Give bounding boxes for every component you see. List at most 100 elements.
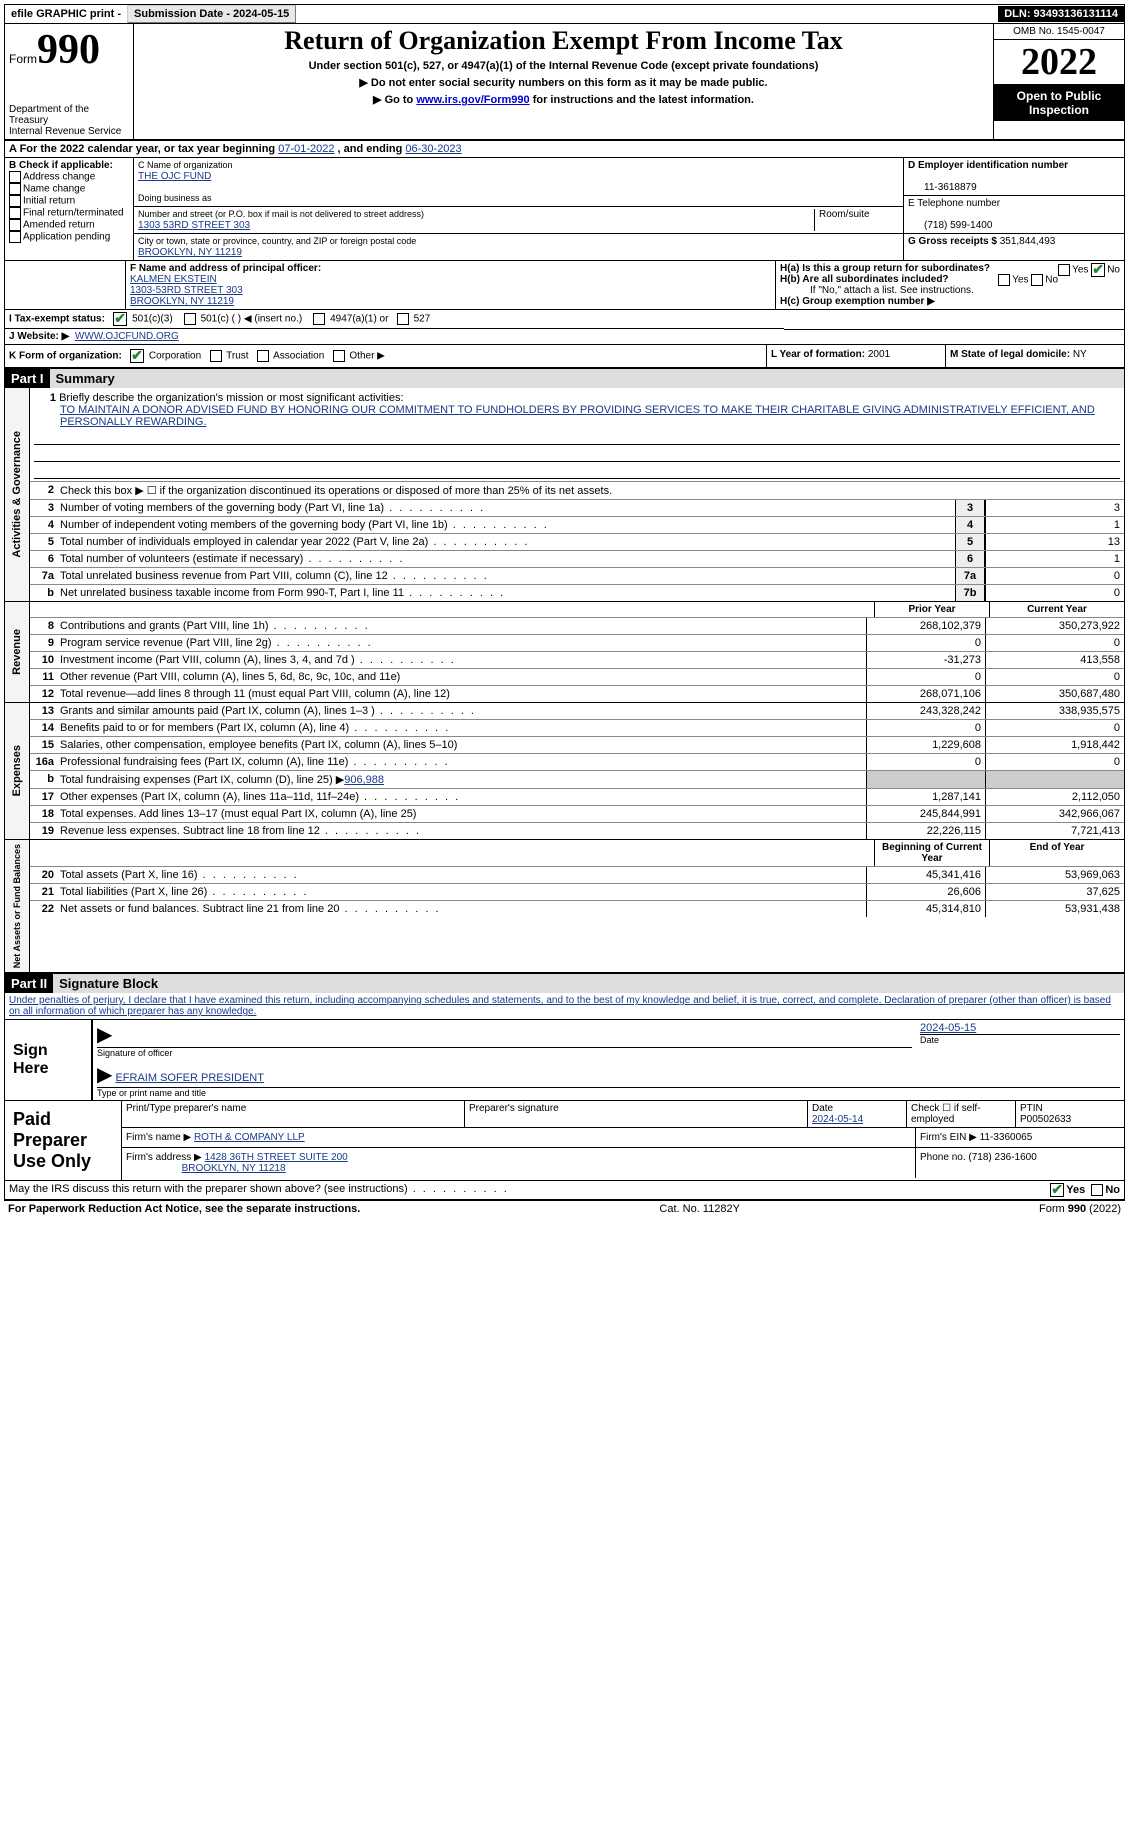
dln-label: DLN: 93493136131114	[998, 6, 1124, 22]
gross-cell: G Gross receipts $ 351,844,493	[904, 234, 1124, 249]
cb-address-change[interactable]	[9, 171, 21, 183]
sig-officer-label: Signature of officer	[97, 1047, 912, 1058]
form-title: Return of Organization Exempt From Incom…	[138, 26, 989, 56]
l20: Total assets (Part X, line 16)	[56, 867, 866, 883]
l14: Benefits paid to or for members (Part IX…	[56, 720, 866, 736]
l16b: Total fundraising expenses (Part IX, col…	[56, 771, 866, 788]
l2: Check this box ▶ ☐ if the organization d…	[56, 482, 1124, 499]
cb-assoc[interactable]	[257, 350, 269, 362]
cb-501c3[interactable]	[113, 312, 127, 326]
may-no[interactable]	[1091, 1184, 1103, 1196]
hc-label: H(c) Group exemption number ▶	[780, 296, 935, 307]
l6-val: 1	[985, 551, 1124, 567]
part1-header: Part I	[5, 369, 50, 388]
cb-trust[interactable]	[210, 350, 222, 362]
state-domicile: M State of legal domicile: NY	[945, 345, 1124, 367]
side-revenue: Revenue	[11, 625, 23, 679]
form-footer: Form 990 (2022)	[1039, 1203, 1121, 1215]
irs-link[interactable]: www.irs.gov/Form990	[416, 94, 529, 106]
hb-no[interactable]	[1031, 274, 1043, 286]
form-org-row: K Form of organization: Corporation Trus…	[5, 345, 766, 367]
ein-cell: D Employer identification number 11-3618…	[904, 158, 1124, 196]
firm-name: ROTH & COMPANY LLP	[194, 1132, 305, 1143]
officer-print-name: EFRAIM SOFER PRESIDENT	[115, 1072, 264, 1084]
sig-date: 2024-05-15	[920, 1022, 1120, 1034]
l16a: Professional fundraising fees (Part IX, …	[56, 754, 866, 770]
year-cell: OMB No. 1545-0047 2022 Open to Public In…	[993, 24, 1124, 139]
l5: Total number of individuals employed in …	[56, 534, 955, 550]
may-yes[interactable]	[1050, 1183, 1064, 1197]
side-netassets: Net Assets or Fund Balances	[12, 840, 22, 972]
top-bar: efile GRAPHIC print - Submission Date - …	[4, 4, 1125, 24]
firm-ein: 11-3360065	[980, 1132, 1033, 1143]
sign-here-label: Sign Here	[5, 1020, 91, 1100]
omb-label: OMB No. 1545-0047	[994, 24, 1124, 40]
l9: Program service revenue (Part VIII, line…	[56, 635, 866, 651]
cb-app-pending[interactable]	[9, 231, 21, 243]
l7a-val: 0	[985, 568, 1124, 584]
col-b-checkboxes: B Check if applicable: Address change Na…	[5, 158, 134, 260]
prior-year-hdr: Prior Year	[874, 602, 989, 617]
l6: Total number of volunteers (estimate if …	[56, 551, 955, 567]
year-formation: L Year of formation: 2001	[766, 345, 945, 367]
h-cell: H(a) Is this a group return for subordin…	[776, 261, 1124, 309]
self-employed: Check ☐ if self-employed	[906, 1101, 1015, 1127]
l18: Total expenses. Add lines 13–17 (must eq…	[56, 806, 866, 822]
cb-final-return[interactable]	[9, 207, 21, 219]
open-inspection: Open to Public Inspection	[994, 85, 1124, 121]
firm-phone: (718) 236-1600	[968, 1152, 1036, 1163]
date-label: Date	[920, 1034, 1120, 1045]
subtitle-1: Under section 501(c), 527, or 4947(a)(1)…	[138, 60, 989, 72]
l7b: Net unrelated business taxable income fr…	[56, 585, 955, 601]
tax-status-row: I Tax-exempt status: 501(c)(3) 501(c) ( …	[5, 310, 784, 329]
street-address: 1303 53RD STREET 303	[138, 220, 250, 231]
cb-name-change[interactable]	[9, 183, 21, 195]
l10: Investment income (Part VIII, column (A)…	[56, 652, 866, 668]
l22: Net assets or fund balances. Subtract li…	[56, 901, 866, 917]
title-cell: Return of Organization Exempt From Incom…	[134, 24, 993, 139]
tax-year: 2022	[994, 40, 1124, 85]
year-end: 06-30-2023	[405, 143, 461, 155]
l1-label: Briefly describe the organization's miss…	[59, 392, 403, 404]
submission-date-button[interactable]: Submission Date - 2024-05-15	[127, 5, 296, 23]
paid-preparer-label: Paid Preparer Use Only	[5, 1101, 121, 1180]
l19: Revenue less expenses. Subtract line 18 …	[56, 823, 866, 839]
cb-527[interactable]	[397, 313, 409, 325]
cb-4947[interactable]	[313, 313, 325, 325]
type-name-label: Type or print name and title	[97, 1087, 1120, 1098]
cb-501c[interactable]	[184, 313, 196, 325]
mission-text: TO MAINTAIN A DONOR ADVISED FUND BY HONO…	[34, 404, 1120, 428]
l3: Number of voting members of the governin…	[56, 500, 955, 516]
l7b-val: 0	[985, 585, 1124, 601]
efile-label: efile GRAPHIC print -	[5, 6, 127, 22]
cat-no: Cat. No. 11282Y	[659, 1203, 740, 1215]
officer-name: KALMEN EKSTEIN	[130, 274, 217, 285]
current-year-hdr: Current Year	[989, 602, 1124, 617]
addr-cell: Number and street (or P.O. box if mail i…	[134, 207, 903, 234]
may-discuss-row: May the IRS discuss this return with the…	[4, 1181, 1125, 1200]
side-expenses: Expenses	[11, 741, 23, 800]
cb-amended[interactable]	[9, 219, 21, 231]
ptin-val: P00502633	[1020, 1114, 1071, 1125]
l4-val: 1	[985, 517, 1124, 533]
cb-initial-return[interactable]	[9, 195, 21, 207]
website-link[interactable]: WWW.OJCFUND.ORG	[75, 331, 179, 342]
part1-title: Summary	[50, 369, 1124, 388]
cb-corp[interactable]	[130, 349, 144, 363]
org-name: THE OJC FUND	[138, 171, 211, 182]
l5-val: 13	[985, 534, 1124, 550]
pra-notice: For Paperwork Reduction Act Notice, see …	[8, 1203, 360, 1215]
l4: Number of independent voting members of …	[56, 517, 955, 533]
l11: Other revenue (Part VIII, column (A), li…	[56, 669, 866, 685]
ha-no[interactable]	[1091, 263, 1105, 277]
cb-other[interactable]	[333, 350, 345, 362]
ha-yes[interactable]	[1058, 264, 1070, 276]
phone-cell: E Telephone number (718) 599-1400	[904, 196, 1124, 234]
hb-yes[interactable]	[998, 274, 1010, 286]
form-word: Form	[9, 52, 37, 66]
l12: Total revenue—add lines 8 through 11 (mu…	[56, 686, 866, 702]
l15: Salaries, other compensation, employee b…	[56, 737, 866, 753]
l3-val: 3	[985, 500, 1124, 516]
preparer-sig-label: Preparer's signature	[464, 1101, 807, 1127]
l17: Other expenses (Part IX, column (A), lin…	[56, 789, 866, 805]
